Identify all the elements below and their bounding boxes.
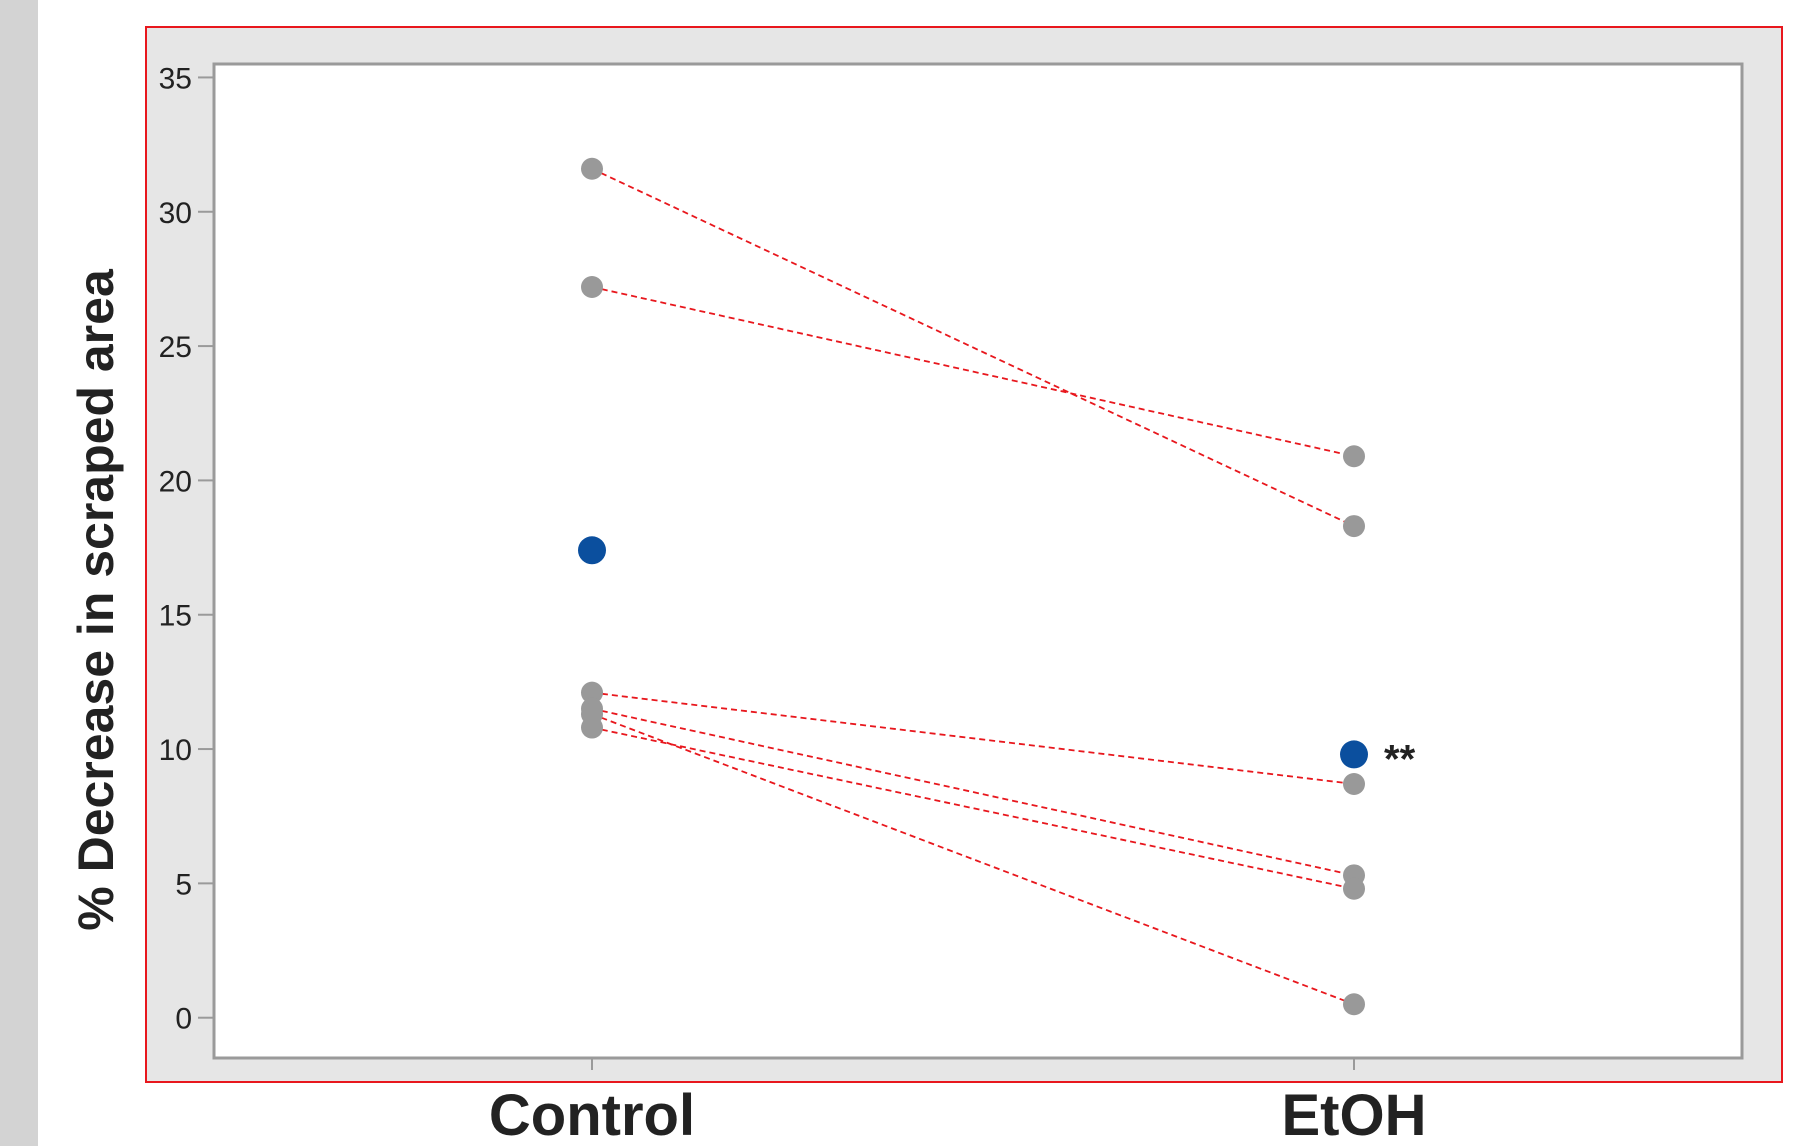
annotations: **	[1384, 737, 1416, 781]
left-margin-strip	[0, 0, 38, 1146]
mean-points	[578, 536, 1368, 769]
y-tick-label: 10	[159, 734, 192, 767]
mean-point	[1340, 740, 1368, 769]
y-axis-title: % Decrease in scraped area	[68, 268, 124, 931]
pair-lines	[591, 167, 1355, 1006]
x-category-label: Control	[489, 1083, 695, 1146]
etoh-point	[1343, 445, 1365, 468]
pair-line	[591, 286, 1355, 458]
etoh-point	[1343, 877, 1365, 900]
x-axis: Control EtOH	[489, 1058, 1427, 1146]
significance-annotation: **	[1384, 737, 1416, 781]
mean-point	[578, 536, 606, 565]
etoh-point	[1343, 772, 1365, 795]
y-tick-label: 5	[175, 868, 192, 901]
y-axis: 0 5 10 15 20 25 30 35	[159, 62, 214, 1036]
control-point	[581, 716, 603, 739]
data-points	[581, 157, 1365, 1016]
x-category-label: EtOH	[1282, 1083, 1427, 1146]
y-tick-label: 25	[159, 331, 192, 364]
y-tick-label: 15	[159, 600, 192, 633]
control-point	[581, 681, 603, 704]
control-point	[581, 157, 603, 180]
pair-line	[591, 167, 1355, 527]
y-tick-label: 30	[159, 197, 192, 230]
pair-line	[591, 713, 1355, 1006]
control-point	[581, 275, 603, 298]
etoh-point	[1343, 515, 1365, 538]
plot-area	[212, 62, 1744, 1060]
etoh-point	[1343, 993, 1365, 1016]
pair-line	[591, 691, 1355, 785]
y-tick-label: 0	[175, 1003, 192, 1036]
y-tick-label: 20	[159, 465, 192, 498]
y-tick-label: 35	[159, 62, 192, 95]
